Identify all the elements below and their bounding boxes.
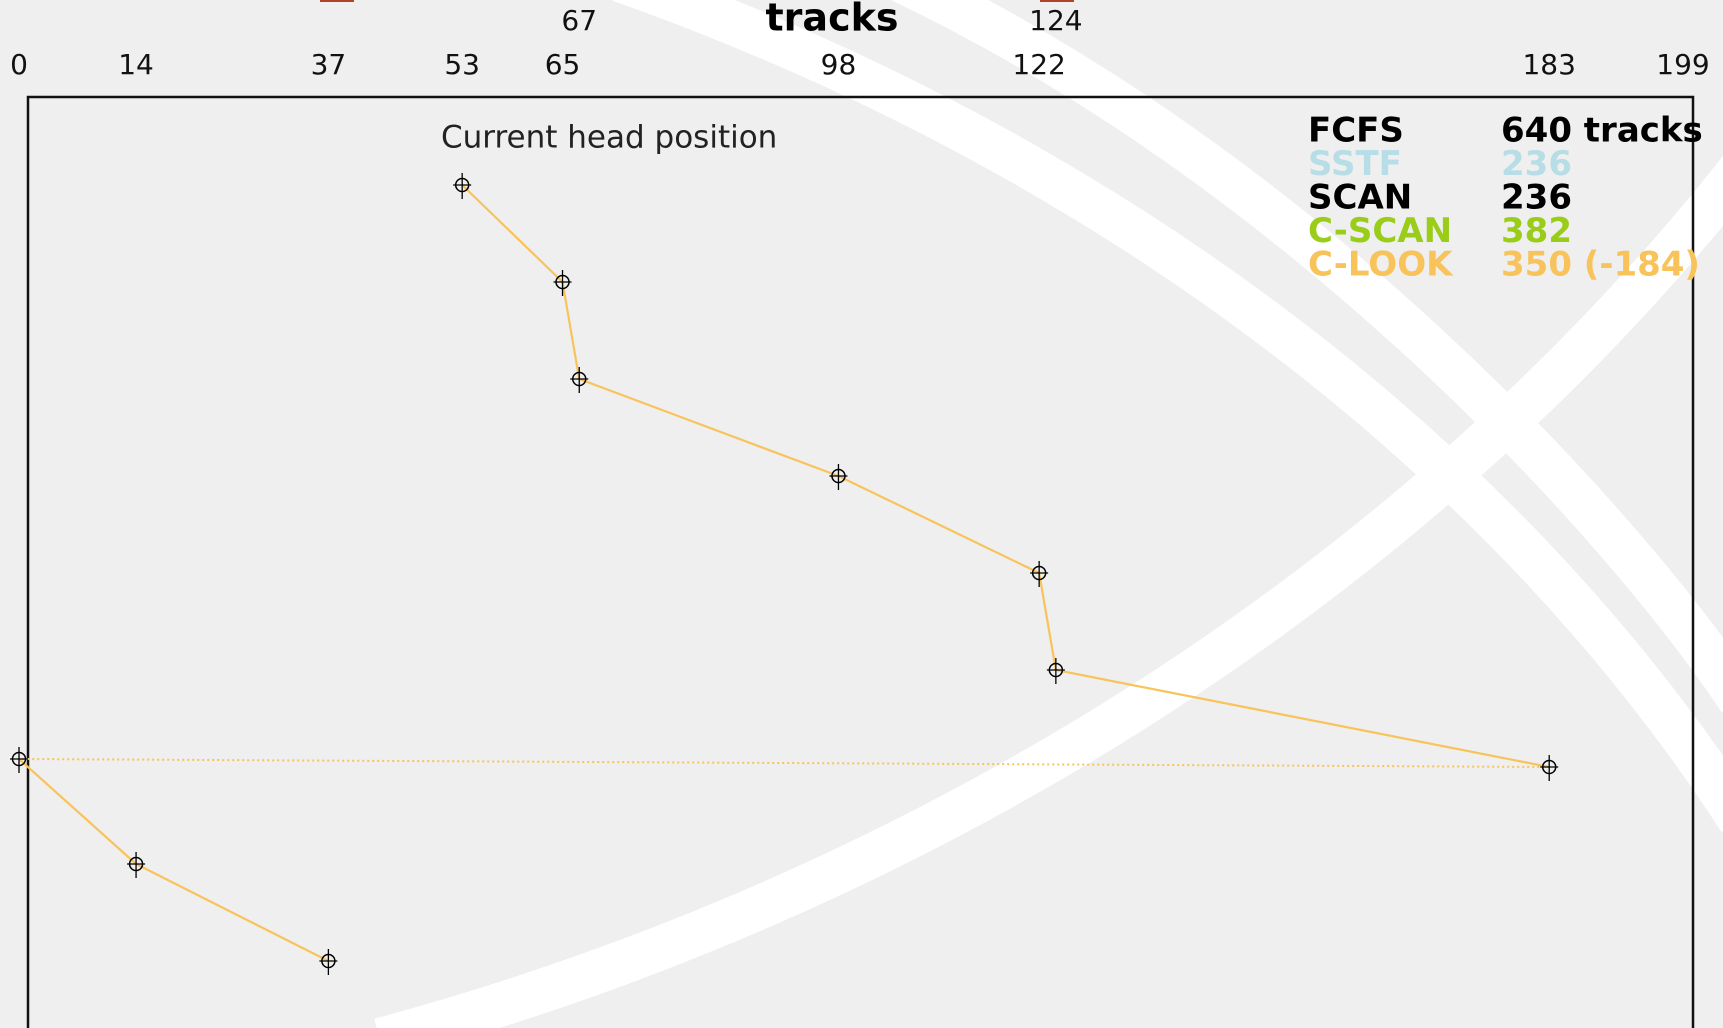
x-tick-label: 98 [821,48,857,81]
legend-name: C-SCAN [1308,211,1452,251]
request-marker [1046,658,1065,684]
x-tick-label: 67 [561,4,597,37]
legend-value: 350 (-184) [1501,245,1700,285]
x-tick-label: 199 [1656,48,1709,81]
request-marker [829,464,848,490]
cut-off-button [320,0,354,2]
arc [890,0,1723,713]
cut-off-button [1040,0,1074,2]
request-marker [553,270,572,296]
wrap-jump [18,758,1550,768]
legend-value: 236 [1501,144,1572,184]
request-marker [453,173,472,199]
decoration [374,0,1723,1028]
x-tick-label: 183 [1522,48,1575,81]
annotation: Current head position [441,120,777,156]
chart-title: tracks [766,0,899,40]
arc [612,0,1723,832]
request-marker [1030,561,1049,587]
request-marker [1540,755,1559,781]
x-tick-label: 53 [444,48,480,81]
legend-name: SSTF [1308,144,1402,184]
legend-value: 640 tracks [1501,111,1703,151]
legend-name: FCFS [1308,111,1404,151]
x-tick-label: 37 [311,48,347,81]
request-marker [570,367,589,393]
legend-name: C-LOOK [1308,245,1454,285]
x-tick-label: 65 [545,48,581,81]
request-marker [10,747,28,773]
x-tick-label: 14 [118,48,154,81]
request-marker [127,852,146,878]
request-marker [319,949,338,975]
arc [374,156,1723,1028]
legend-value: 236 [1501,178,1572,218]
plot-frame [26,95,1695,1028]
x-tick-label: 122 [1012,48,1065,81]
legend-name: SCAN [1308,178,1412,218]
x-tick-label: 124 [1029,4,1082,37]
legend-value: 382 [1501,211,1572,251]
x-tick-label: 0 [10,48,28,81]
